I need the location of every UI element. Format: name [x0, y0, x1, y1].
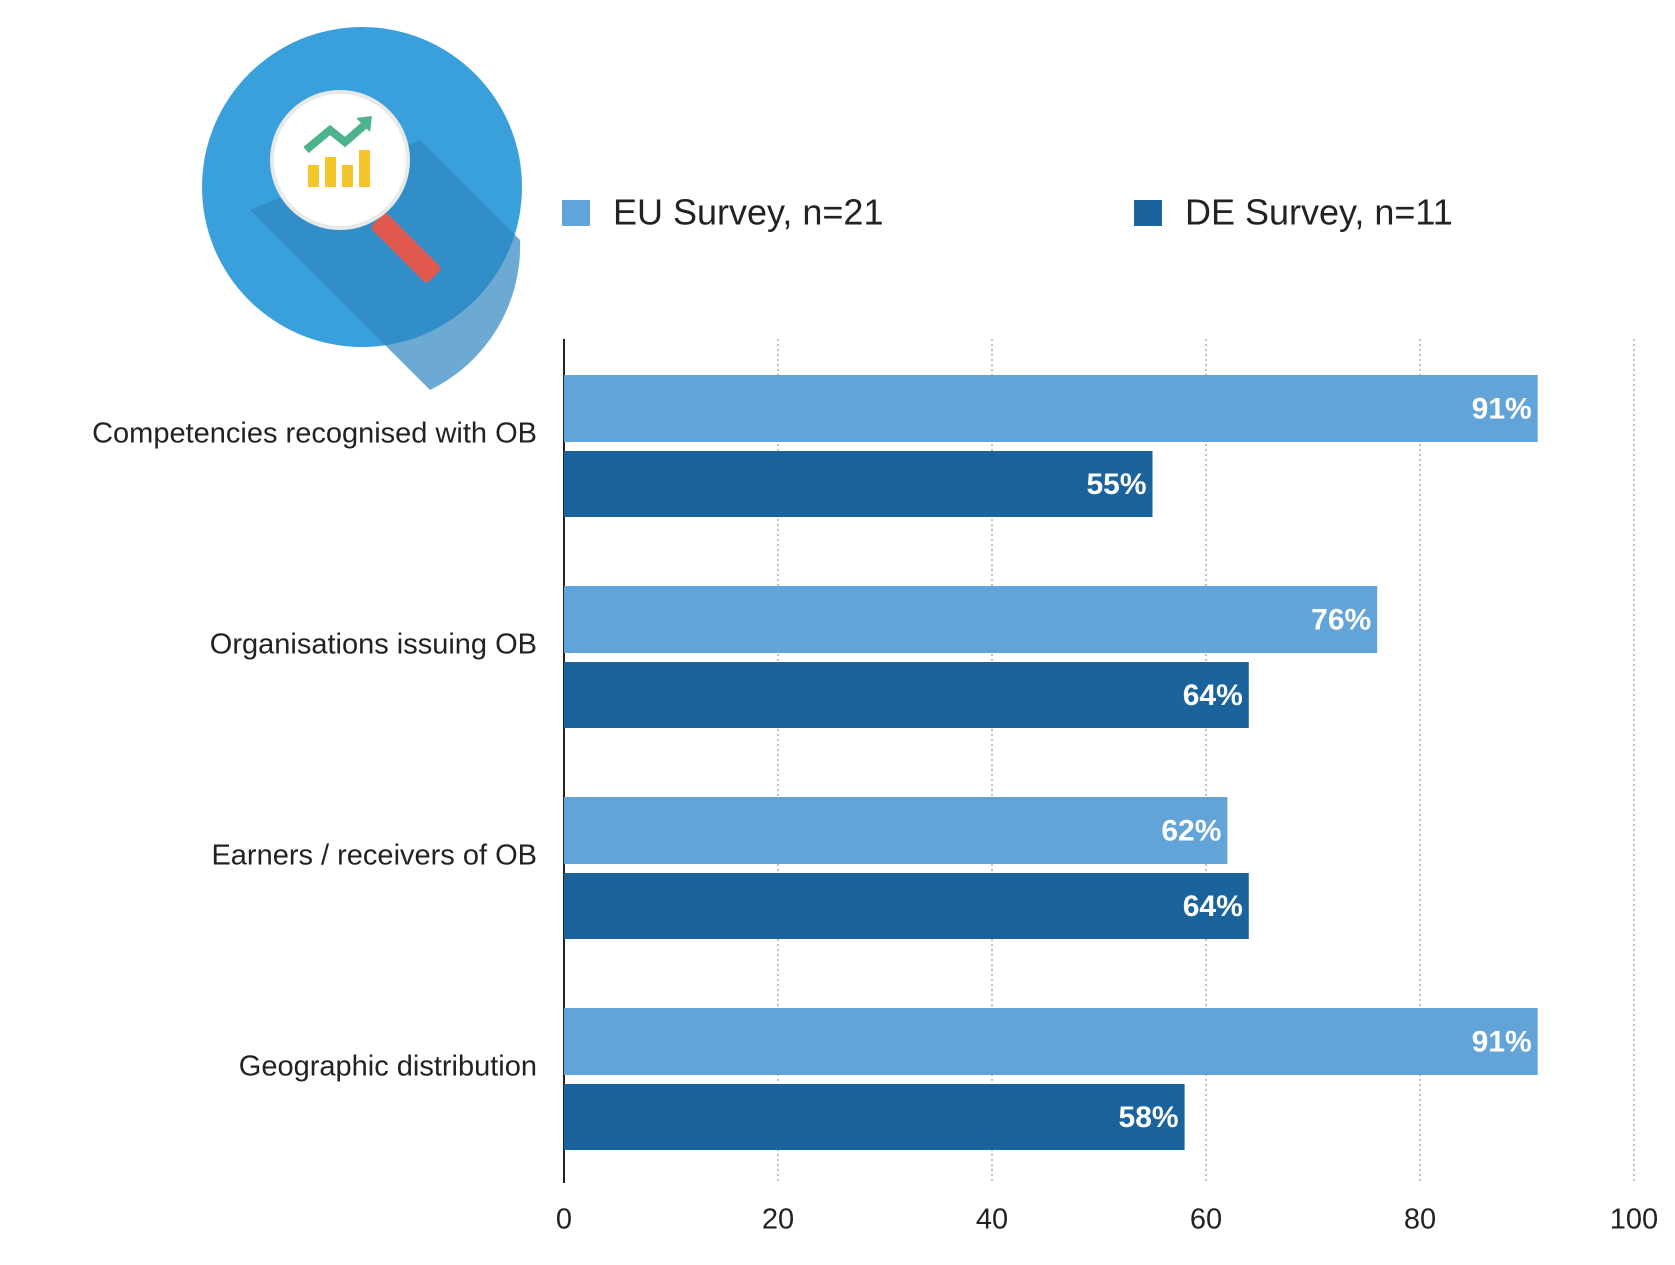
- icon: [202, 27, 522, 390]
- category-label: Geographic distribution: [239, 1051, 537, 1083]
- legend-swatch: [562, 200, 590, 226]
- legend-label: EU Survey, n=21: [613, 192, 883, 233]
- bar: [564, 1008, 1538, 1075]
- category-label: Earners / receivers of OB: [211, 840, 537, 872]
- value-label: 55%: [1086, 468, 1146, 501]
- value-label: 62%: [1161, 814, 1221, 847]
- bar: [564, 662, 1249, 728]
- value-label: 58%: [1119, 1101, 1179, 1134]
- x-tick-label: 0: [556, 1204, 572, 1236]
- x-tick-label: 100: [1610, 1204, 1658, 1236]
- value-label: 76%: [1311, 603, 1371, 636]
- bar: [564, 451, 1153, 517]
- x-tick-label: 40: [976, 1204, 1008, 1236]
- value-label: 64%: [1183, 890, 1243, 923]
- bar: [564, 873, 1249, 939]
- x-tick-label: 20: [762, 1204, 794, 1236]
- bar: [564, 797, 1228, 864]
- category-label: Competencies recognised with OB: [92, 418, 537, 450]
- bar: [564, 375, 1538, 442]
- value-label: 91%: [1472, 392, 1532, 425]
- bar: [564, 1084, 1185, 1150]
- legend-swatch: [1134, 200, 1162, 226]
- value-label: 64%: [1183, 679, 1243, 712]
- x-tick-label: 60: [1190, 1204, 1222, 1236]
- x-tick-label: 80: [1404, 1204, 1436, 1236]
- bar: [564, 586, 1378, 653]
- category-label: Organisations issuing OB: [210, 629, 537, 661]
- value-label: 91%: [1472, 1025, 1532, 1058]
- legend-label: DE Survey, n=11: [1185, 192, 1453, 233]
